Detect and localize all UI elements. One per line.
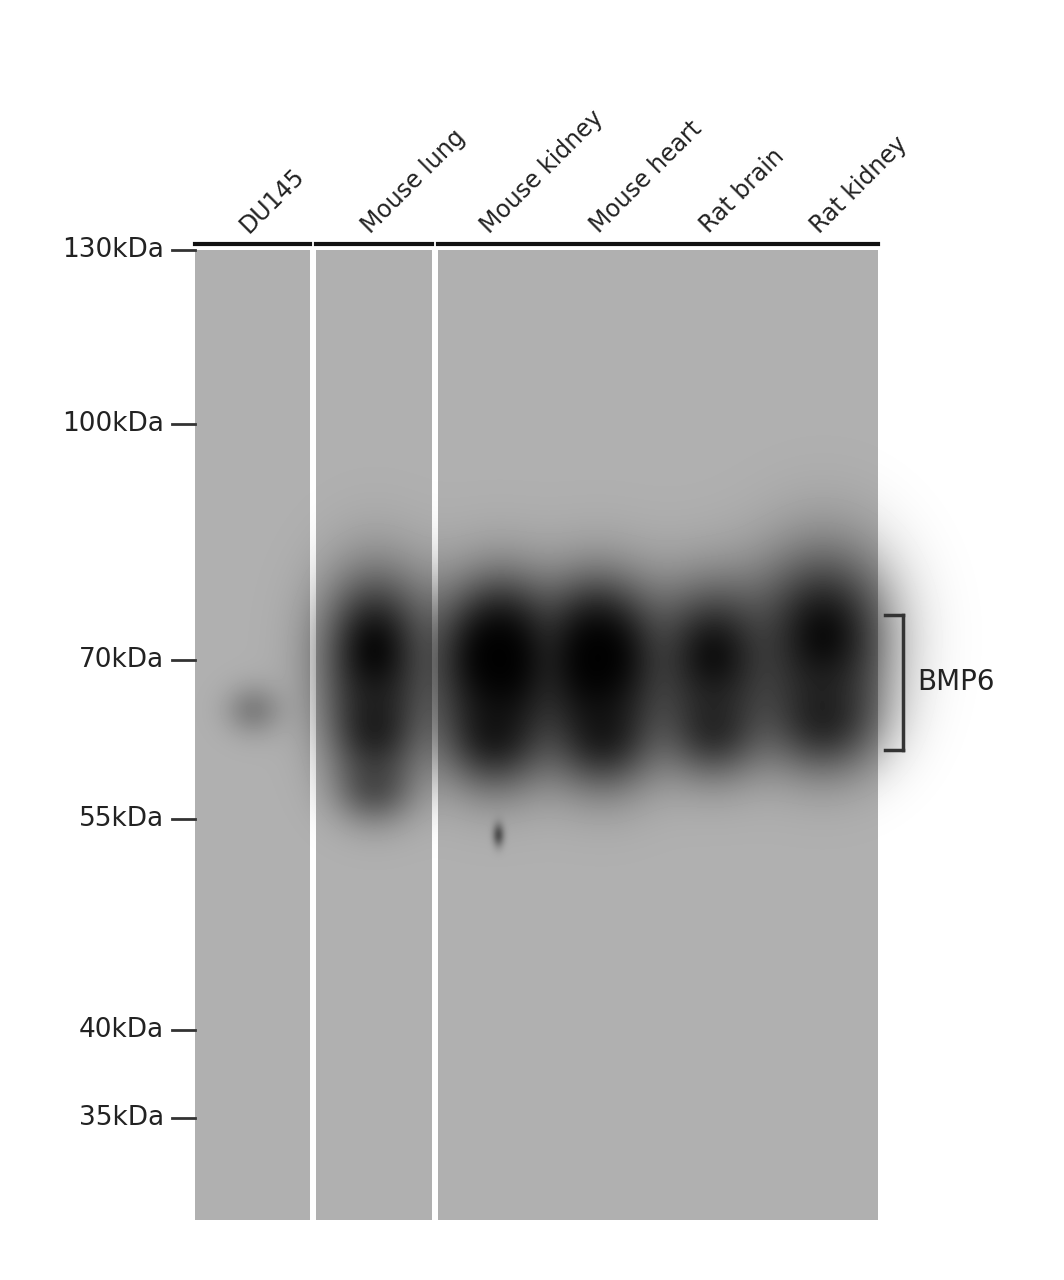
Bar	[195, 250, 310, 1220]
Text: 40kDa: 40kDa	[79, 1016, 164, 1043]
Bar	[316, 250, 432, 1220]
Text: 100kDa: 100kDa	[62, 411, 164, 436]
Text: 55kDa: 55kDa	[79, 806, 164, 832]
Text: Rat brain: Rat brain	[696, 145, 789, 238]
Text: 130kDa: 130kDa	[62, 237, 164, 262]
Text: DU145: DU145	[235, 164, 310, 238]
Text: 70kDa: 70kDa	[79, 646, 164, 672]
Text: Rat kidney: Rat kidney	[807, 132, 912, 238]
Text: 35kDa: 35kDa	[79, 1105, 164, 1132]
Text: Mouse lung: Mouse lung	[358, 125, 470, 238]
Text: Mouse kidney: Mouse kidney	[476, 106, 609, 238]
Text: BMP6: BMP6	[917, 668, 995, 696]
Text: Mouse heart: Mouse heart	[586, 116, 708, 238]
Bar	[438, 250, 878, 1220]
